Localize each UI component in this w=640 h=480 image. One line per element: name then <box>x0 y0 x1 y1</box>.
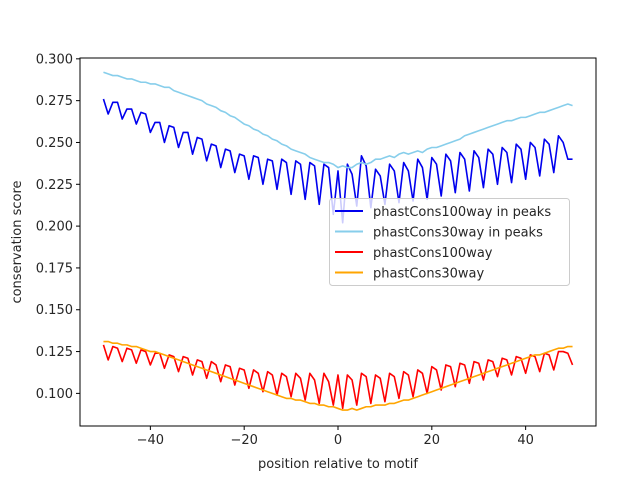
legend-label: phastCons100way in peaks <box>373 205 551 220</box>
series-line-phastcons100way-in-peaks <box>102 98 573 224</box>
y-axis-ticks: 0.100 0.125 0.150 0.175 0.200 0.225 0.250 0.275… <box>36 52 80 402</box>
x-tick-label: 20 <box>424 433 441 448</box>
x-tick-label: 40 <box>517 433 534 448</box>
y-tick-label: 0.275 <box>36 94 73 109</box>
x-axis-ticks: −40 −20 0 20 40 <box>137 426 534 448</box>
legend-label: phastCons30way in peaks <box>373 226 543 241</box>
x-tick-label: 0 <box>334 433 342 448</box>
series-line-phastcons30way-in-peaks <box>103 71 573 169</box>
legend-label: phastCons30way <box>373 267 485 282</box>
legend-frame <box>329 198 570 286</box>
y-tick-label: 0.125 <box>36 345 73 360</box>
y-tick-label: 0.200 <box>36 220 73 235</box>
y-tick-label: 0.250 <box>36 136 73 151</box>
series-layer <box>102 71 574 411</box>
y-tick-label: 0.225 <box>36 178 73 193</box>
x-tick-label: −40 <box>137 433 164 448</box>
y-tick-label: 0.300 <box>36 52 73 67</box>
y-tick-label: 0.150 <box>36 303 73 318</box>
y-axis-label: conservation score <box>10 180 25 303</box>
x-axis-label: position relative to motif <box>258 457 418 472</box>
y-tick-label: 0.100 <box>36 387 73 402</box>
series-line-phastcons30way <box>103 340 573 411</box>
legend-label: phastCons100way <box>373 246 493 261</box>
y-tick-label: 0.175 <box>36 261 73 276</box>
x-tick-label: −20 <box>230 433 257 448</box>
legend: phastCons100way in peaks phastCons30way i… <box>329 198 570 286</box>
